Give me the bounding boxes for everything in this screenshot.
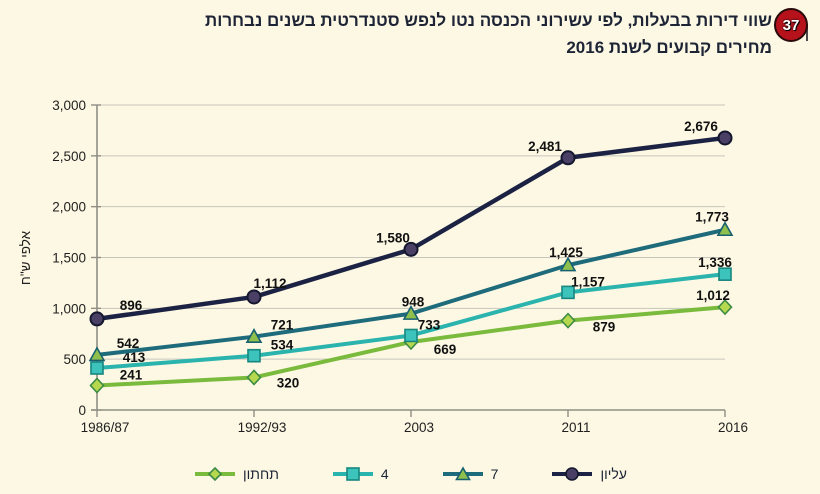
figure-header: שווי דירות בבעלות, לפי עשירוני הכנסה נטו…: [8, 5, 812, 61]
legend-label-upper-decile: עליון: [600, 466, 627, 482]
marker-square: [404, 328, 418, 343]
data-label-lower-decile: 1,012: [696, 288, 730, 303]
marker-circle: [403, 241, 419, 257]
legend-marker-circle-icon: [552, 467, 593, 481]
x-tick-label: 1992/93: [238, 420, 287, 435]
legend-marker-triangle-icon: [442, 466, 483, 481]
marker-diamond: [246, 369, 262, 386]
legend-item-decile-7: 7: [441, 466, 499, 482]
marker-square: [561, 285, 575, 300]
marker-circle: [89, 311, 105, 327]
marker-square: [718, 267, 732, 281]
marker-circle: [717, 130, 733, 146]
y-tick-label: 500: [63, 352, 86, 367]
data-label-lower-decile: 241: [120, 367, 143, 382]
legend-label-decile-4: 4: [380, 466, 389, 482]
figure-number: 37: [774, 8, 808, 42]
y-tick-label: 1,500: [52, 251, 86, 266]
x-tick-label: 2011: [561, 420, 590, 435]
marker-triangle: [559, 256, 577, 272]
x-tick-label: 2016: [718, 420, 748, 435]
data-label-lower-decile: 320: [277, 375, 300, 390]
series-line-upper-decile: [94, 135, 728, 322]
data-label-lower-decile: 669: [434, 342, 457, 357]
y-tick-label: 3,000: [52, 98, 86, 113]
data-label-upper-decile: 1,112: [253, 276, 286, 291]
x-tick-label: 2003: [404, 420, 434, 435]
marker-circle: [560, 150, 576, 166]
data-label-upper-decile: 896: [120, 298, 143, 313]
data-label-decile-4: 1,157: [571, 274, 605, 289]
marker-triangle: [245, 328, 263, 343]
marker-diamond: [89, 377, 105, 394]
figure-number-badge: 37: [774, 5, 812, 57]
legend-label-lower-decile: תחתון: [243, 466, 279, 482]
y-tick-label: 2,500: [52, 149, 86, 164]
series-line-decile-4: [95, 272, 727, 371]
data-label-decile-4: 1,336: [698, 255, 732, 270]
y-tick-label: 0: [78, 403, 86, 418]
marker-triangle: [88, 346, 106, 362]
data-label-decile-7: 1,425: [549, 245, 583, 260]
x-tick-label: 1986/87: [81, 420, 130, 435]
data-label-decile-7: 542: [117, 336, 140, 351]
figure-title-line1: שווי דירות בבעלות, לפי עשירוני הכנסה נטו…: [205, 11, 772, 30]
marker-square: [247, 348, 261, 363]
marker-square: [90, 361, 104, 375]
legend-item-decile-4: 4: [331, 466, 389, 482]
data-label-decile-7: 721: [271, 318, 294, 333]
marker-triangle: [716, 221, 734, 237]
marker-triangle: [402, 304, 420, 320]
figure-title-line2: מחירים קבועים לשנת 2016: [566, 38, 772, 57]
data-label-upper-decile: 1,580: [376, 230, 410, 245]
data-label-upper-decile: 2,481: [528, 139, 562, 154]
data-label-upper-decile: 2,676: [684, 119, 718, 134]
data-label-decile-7: 948: [402, 295, 425, 310]
legend-marker-square-icon: [332, 467, 373, 481]
marker-diamond: [560, 312, 576, 329]
legend-item-lower-decile: תחתון: [193, 466, 279, 482]
y-tick-label: 2,000: [52, 200, 86, 215]
legend-marker-diamond-icon: [195, 466, 236, 482]
badge-pin-stem: [806, 25, 808, 41]
marker-diamond: [717, 298, 733, 316]
data-label-decile-4: 413: [123, 350, 146, 365]
chart-legend: תחתון 4 7 עליון: [0, 466, 820, 482]
y-axis-title: אלפי ש"ח: [18, 230, 33, 285]
data-label-lower-decile: 879: [593, 320, 616, 335]
figure-title: שווי דירות בבעלות, לפי עשירוני הכנסה נטו…: [205, 5, 772, 61]
data-label-decile-7: 1,773: [695, 210, 729, 225]
legend-label-decile-7: 7: [490, 466, 499, 482]
marker-circle: [246, 289, 262, 305]
data-label-decile-4: 733: [418, 317, 441, 332]
legend-item-upper-decile: עליון: [550, 466, 627, 482]
data-label-decile-4: 534: [271, 338, 294, 353]
y-tick-label: 1,000: [52, 301, 86, 316]
